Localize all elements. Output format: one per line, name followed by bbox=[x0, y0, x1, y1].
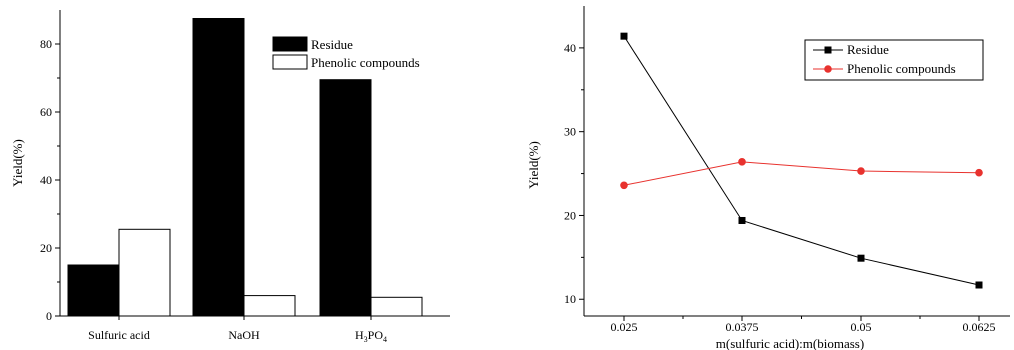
point-residue-3 bbox=[975, 281, 983, 289]
x-tick-label: H3PO4 bbox=[355, 328, 387, 344]
x-tick-label: NaOH bbox=[228, 328, 260, 342]
y-tick-label: 0 bbox=[46, 309, 52, 323]
point-residue-1 bbox=[738, 216, 746, 224]
y-tick-label: 30 bbox=[564, 125, 576, 139]
series-line-residue bbox=[623, 35, 980, 286]
y-tick-label: 60 bbox=[40, 105, 52, 119]
bar-phenolic-1 bbox=[243, 295, 296, 317]
legend-marker-phenolic bbox=[824, 65, 832, 73]
y-tick-label: 40 bbox=[564, 41, 576, 55]
legend-label: Residue bbox=[311, 37, 353, 52]
point-phenolic-0 bbox=[620, 181, 628, 190]
bar-phenolic-2 bbox=[370, 296, 423, 317]
y-tick-label: 40 bbox=[40, 173, 52, 187]
y-tick-label: 10 bbox=[564, 292, 576, 306]
legend-label: Phenolic compounds bbox=[847, 61, 956, 76]
bar-residue-0 bbox=[67, 264, 120, 317]
y-tick-label: 20 bbox=[40, 241, 52, 255]
y-tick-label: 80 bbox=[40, 37, 52, 51]
legend-marker-residue bbox=[824, 46, 832, 54]
bar-residue-2 bbox=[319, 79, 372, 317]
legend-label: Phenolic compounds bbox=[311, 55, 420, 70]
point-phenolic-1 bbox=[738, 158, 746, 166]
y-axis-title: Yield(%) bbox=[526, 141, 541, 189]
x-tick-label: Sulfuric acid bbox=[88, 328, 150, 342]
legend-box bbox=[804, 39, 984, 81]
legend-swatch-residue bbox=[272, 36, 308, 52]
y-axis-title: Yield(%) bbox=[10, 139, 25, 187]
x-tick-label: 0.025 bbox=[611, 320, 638, 334]
series-line-phenolic bbox=[623, 161, 980, 186]
legend-swatch-phenolic bbox=[272, 54, 308, 70]
x-axis-title: m(sulfuric acid):m(biomass) bbox=[716, 336, 864, 350]
x-tick-label: 0.0375 bbox=[726, 320, 759, 334]
point-residue-0 bbox=[620, 32, 628, 40]
point-phenolic-3 bbox=[975, 168, 983, 177]
x-tick-label: 0.0625 bbox=[963, 320, 996, 334]
y-tick-label: 20 bbox=[564, 208, 576, 222]
x-tick-label: 0.05 bbox=[851, 320, 872, 334]
bar-phenolic-0 bbox=[118, 228, 171, 317]
legend-label: Residue bbox=[847, 42, 889, 57]
point-residue-2 bbox=[857, 254, 865, 262]
point-phenolic-2 bbox=[857, 167, 865, 175]
bar-residue-1 bbox=[192, 18, 245, 317]
